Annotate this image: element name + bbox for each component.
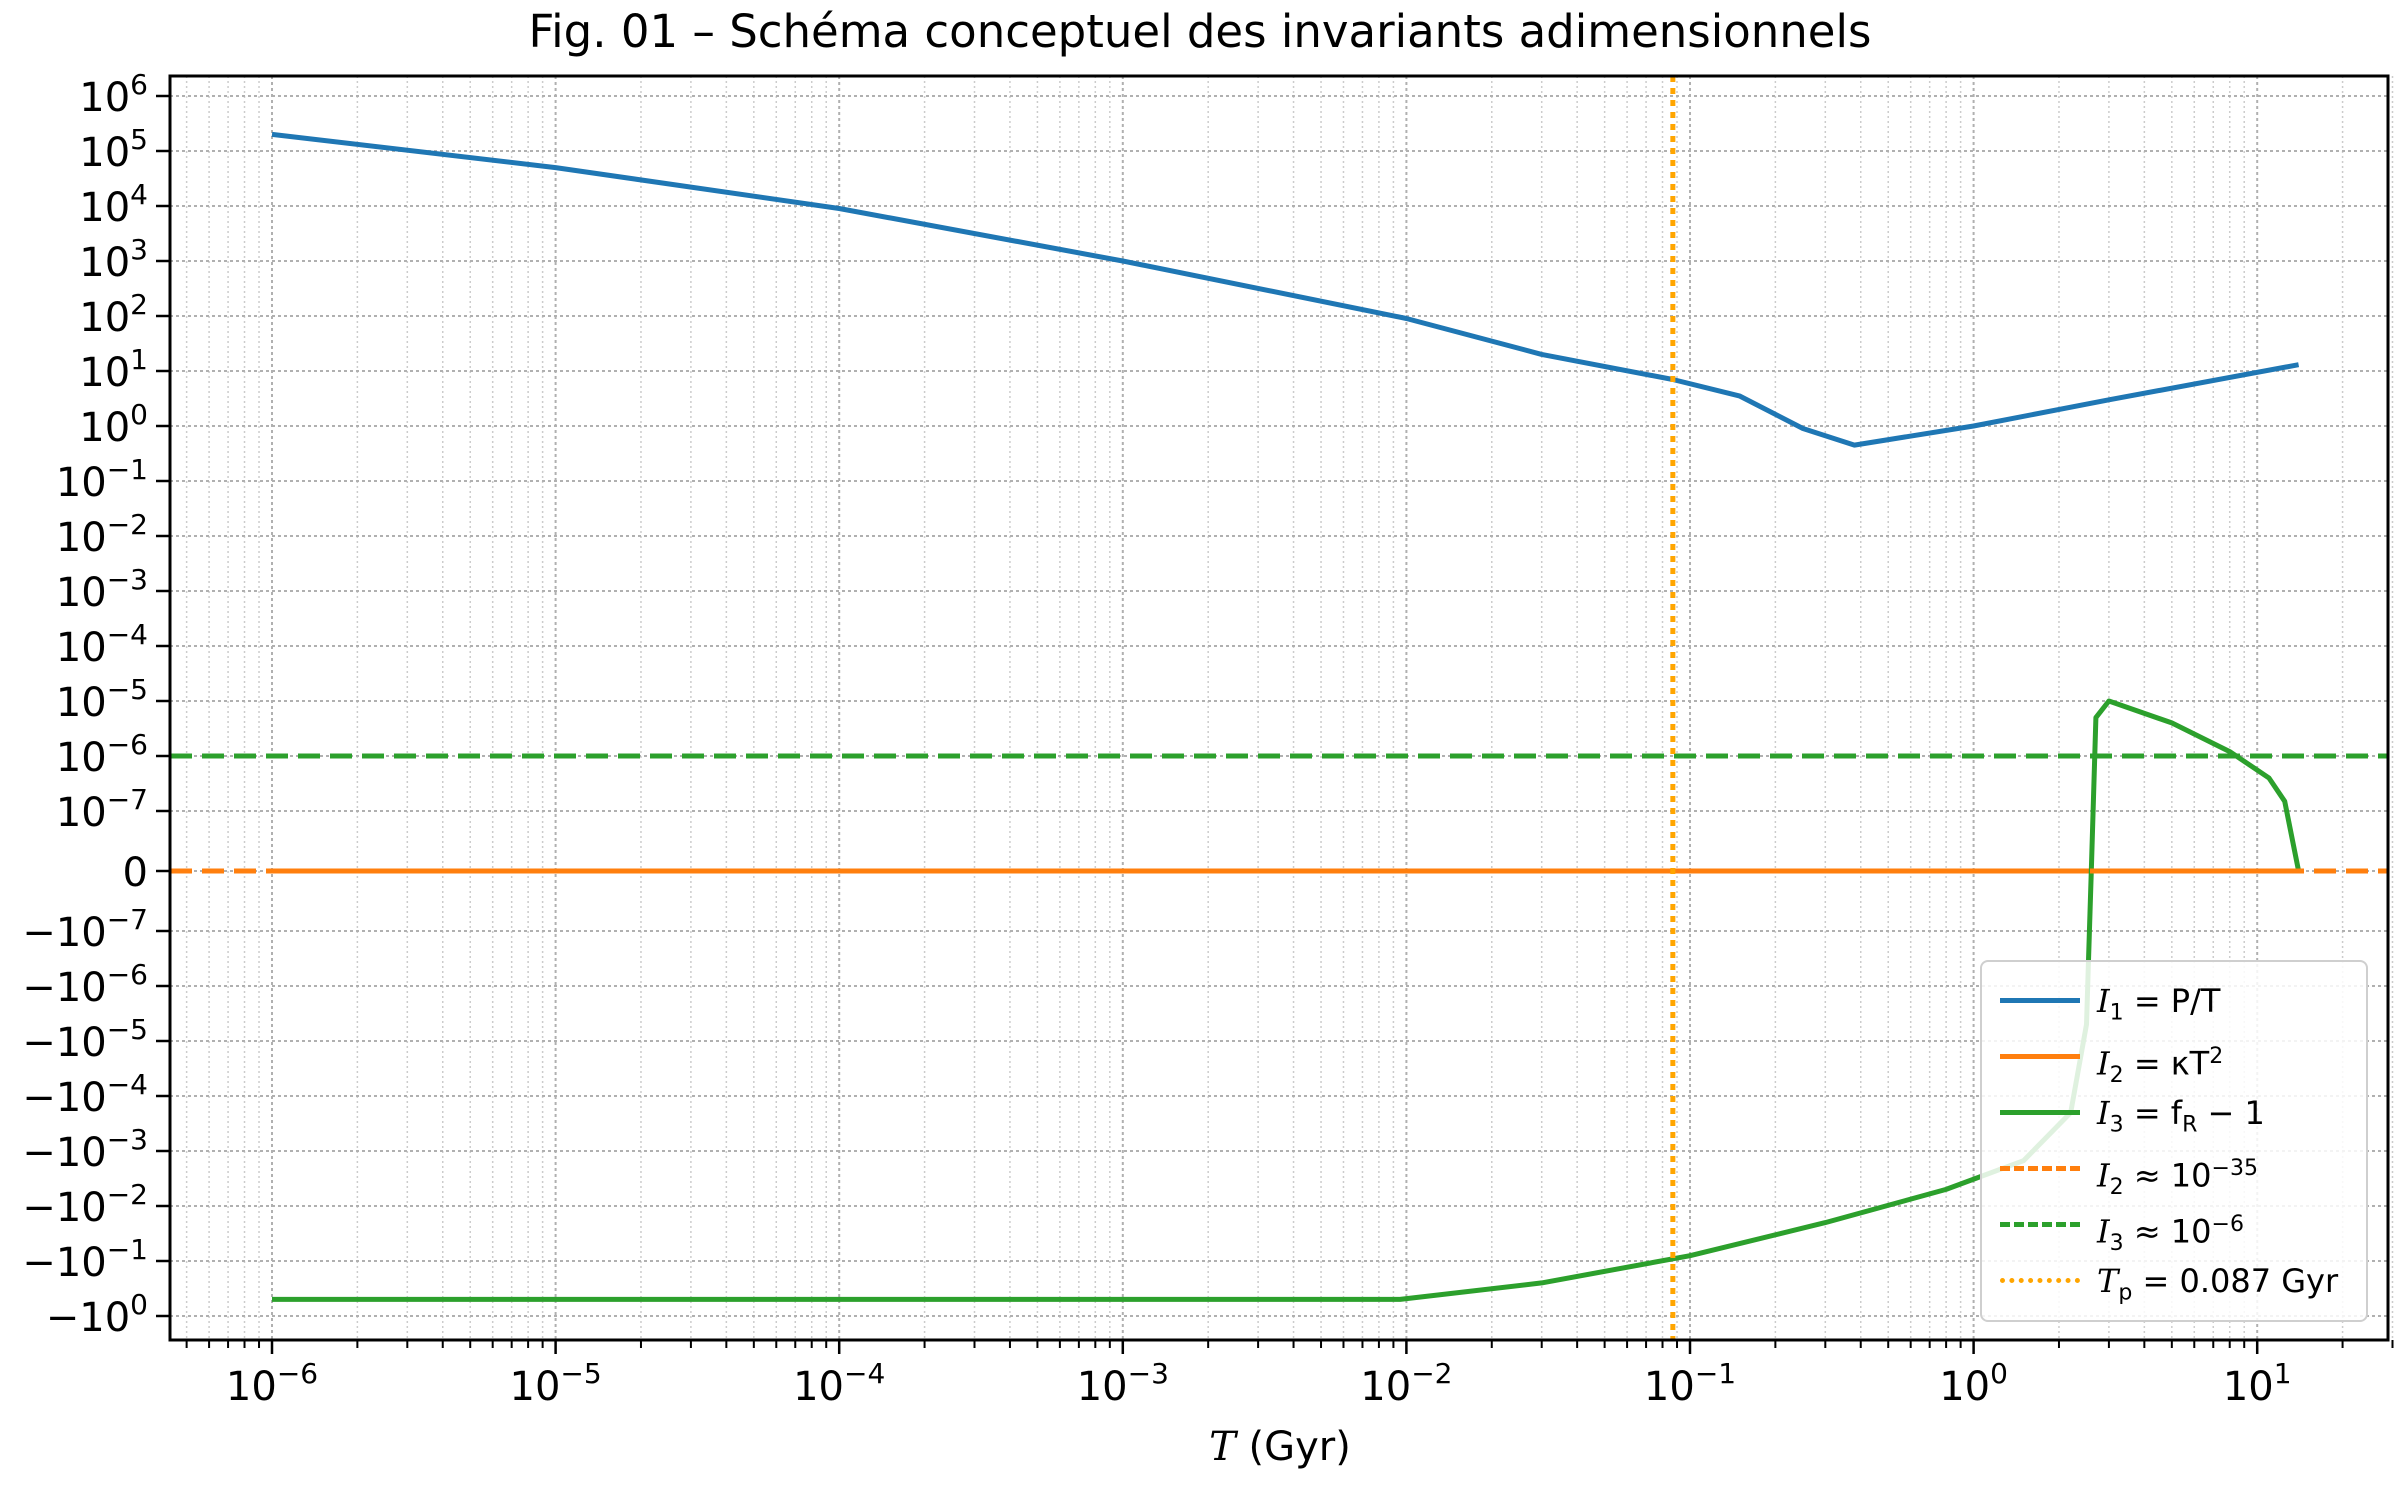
legend-label: I3 ≈ 10−6 [2097, 1212, 2244, 1257]
legend: I1 = P/T I2 = κT2 I3 = fR − 1 I2 ≈ 10−35 I3 … [1980, 960, 2368, 1322]
y-tick-label: −100 [46, 1288, 148, 1341]
y-tick-label: −10−2 [22, 1178, 148, 1231]
grid-lines [170, 76, 2394, 1340]
legend-swatch [2000, 998, 2080, 1003]
y-axis: 10610510410310210110010−110−210−310−410−… [22, 68, 170, 1341]
y-tick-label: 0 [123, 850, 148, 896]
legend-label: I2 ≈ 10−35 [2097, 1156, 2258, 1201]
legend-item: Tp = 0.087 Gyr [1982, 1256, 2366, 1306]
y-tick-label: 106 [79, 68, 148, 121]
y-tick-label: 104 [79, 178, 148, 231]
y-tick-label: 10−3 [56, 563, 148, 616]
legend-item: I2 ≈ 10−35 [1982, 1144, 2366, 1200]
y-tick-label: 10−5 [56, 673, 148, 726]
legend-item: I1 = P/T [1982, 976, 2366, 1026]
y-tick-label: −10−4 [22, 1068, 148, 1121]
y-tick-label: 10−7 [56, 783, 148, 836]
legend-swatch [2000, 1222, 2080, 1227]
series-line-1 [271, 131, 2300, 448]
legend-item: I2 = κT2 [1982, 1032, 2366, 1088]
y-tick-label: 10−1 [56, 453, 148, 506]
x-axis-label-unit: (Gyr) [1248, 1424, 1351, 1470]
x-axis-label: T (Gyr) [1180, 1422, 1380, 1472]
x-tick-label: 10−6 [226, 1357, 318, 1410]
y-tick-label: 10−2 [56, 508, 148, 561]
y-tick-label: −10−6 [22, 958, 148, 1011]
legend-swatch [2000, 1054, 2080, 1059]
y-tick-label: 101 [79, 343, 148, 396]
legend-item: I3 ≈ 10−6 [1982, 1200, 2366, 1256]
x-tick-label: 101 [2223, 1357, 2292, 1410]
y-tick-label: 100 [79, 398, 148, 451]
legend-label: I1 = P/T [2097, 982, 2221, 1026]
legend-item: I3 = fR − 1 [1982, 1088, 2366, 1138]
y-tick-label: −10−1 [22, 1233, 148, 1286]
y-tick-label: −10−7 [22, 903, 148, 956]
legend-label: I3 = fR − 1 [2097, 1094, 2265, 1138]
y-tick-label: 10−4 [56, 618, 148, 671]
x-tick-label: 10−1 [1644, 1357, 1736, 1410]
x-tick-label: 100 [1939, 1357, 2008, 1410]
y-tick-label: 105 [79, 123, 148, 176]
legend-swatch [2000, 1278, 2080, 1283]
x-tick-label: 10−5 [510, 1357, 602, 1410]
y-tick-label: −10−5 [22, 1013, 148, 1066]
axes-frame [168, 74, 2390, 1342]
x-tick-label: 10−2 [1360, 1357, 1452, 1410]
legend-swatch [2000, 1110, 2080, 1115]
y-tick-label: 10−6 [56, 728, 148, 781]
x-axis-label-var: T [1209, 1424, 1236, 1470]
y-tick-label: 103 [79, 233, 148, 286]
x-tick-label: 10−4 [793, 1357, 885, 1410]
x-tick-label: 10−3 [1077, 1357, 1169, 1410]
y-tick-label: −10−3 [22, 1123, 148, 1176]
y-tick-label: 102 [79, 288, 148, 341]
legend-label: I2 = κT2 [2097, 1044, 2224, 1089]
legend-swatch [2000, 1166, 2080, 1171]
x-axis: 10−6 10−5 10−4 10−3 10−2 10−1 100 101 [185, 1340, 2394, 1410]
legend-label: Tp = 0.087 Gyr [2097, 1262, 2339, 1306]
chart-title: Fig. 01 – Schéma conceptuel des invarian… [528, 5, 1872, 58]
